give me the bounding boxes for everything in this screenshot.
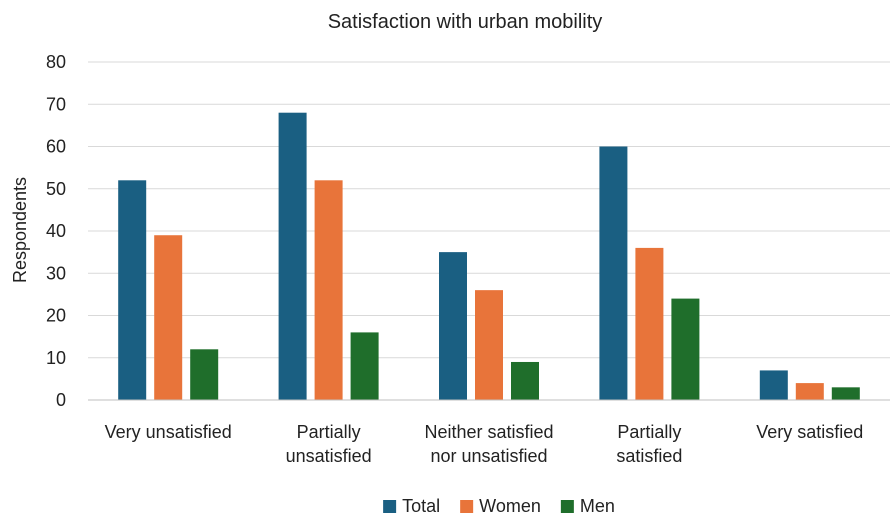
- y-tick-label: 40: [46, 221, 66, 241]
- y-axis-label: Respondents: [10, 177, 30, 283]
- x-category-label: Partially satisfied: [616, 422, 682, 466]
- bar-men: [671, 298, 700, 400]
- bar-men: [511, 361, 539, 400]
- chart-title: Satisfaction with urban mobility: [328, 11, 603, 33]
- y-tick-label: 50: [46, 179, 66, 199]
- legend-label-total: Total: [402, 496, 440, 516]
- y-tick-labels: 0 10 20 30 40 50 60 70 80: [46, 52, 66, 410]
- bar-total: [439, 252, 467, 400]
- y-tick-label: 10: [46, 348, 66, 368]
- y-tick-label: 0: [56, 390, 66, 410]
- legend-swatch-women: [460, 500, 474, 513]
- legend-swatch-total: [383, 500, 397, 513]
- gridlines: [88, 61, 890, 359]
- bar-total: [599, 146, 628, 400]
- bar-men: [350, 332, 379, 400]
- bar-women: [154, 235, 183, 400]
- x-category-label: Very unsatisfied: [105, 422, 232, 442]
- bar-total: [759, 370, 788, 400]
- bar-men: [190, 349, 219, 400]
- legend-label-men: Men: [580, 496, 615, 516]
- bar-men: [831, 387, 860, 400]
- bar-women: [795, 383, 824, 400]
- x-category-label: Neither satisfied nor unsatisfied: [424, 422, 553, 466]
- y-tick-label: 80: [46, 52, 66, 72]
- legend-swatch-men: [560, 500, 574, 513]
- y-tick-label: 70: [46, 94, 66, 114]
- x-category-label: Very satisfied: [756, 422, 863, 442]
- bars: [118, 112, 860, 400]
- y-tick-label: 20: [46, 306, 66, 326]
- x-category-labels: Very unsatisfied Partially unsatisfied Neit…: [105, 422, 864, 466]
- bar-women: [475, 290, 503, 400]
- bar-women: [635, 247, 664, 400]
- y-tick-label: 60: [46, 137, 66, 157]
- bar-total: [278, 112, 307, 400]
- y-tick-label: 30: [46, 263, 66, 283]
- legend-label-women: Women: [479, 496, 541, 516]
- bar-women: [314, 180, 343, 400]
- legend: Total Women Men: [383, 496, 615, 516]
- x-category-label: Partially unsatisfied: [286, 422, 372, 466]
- bar-total: [118, 180, 147, 400]
